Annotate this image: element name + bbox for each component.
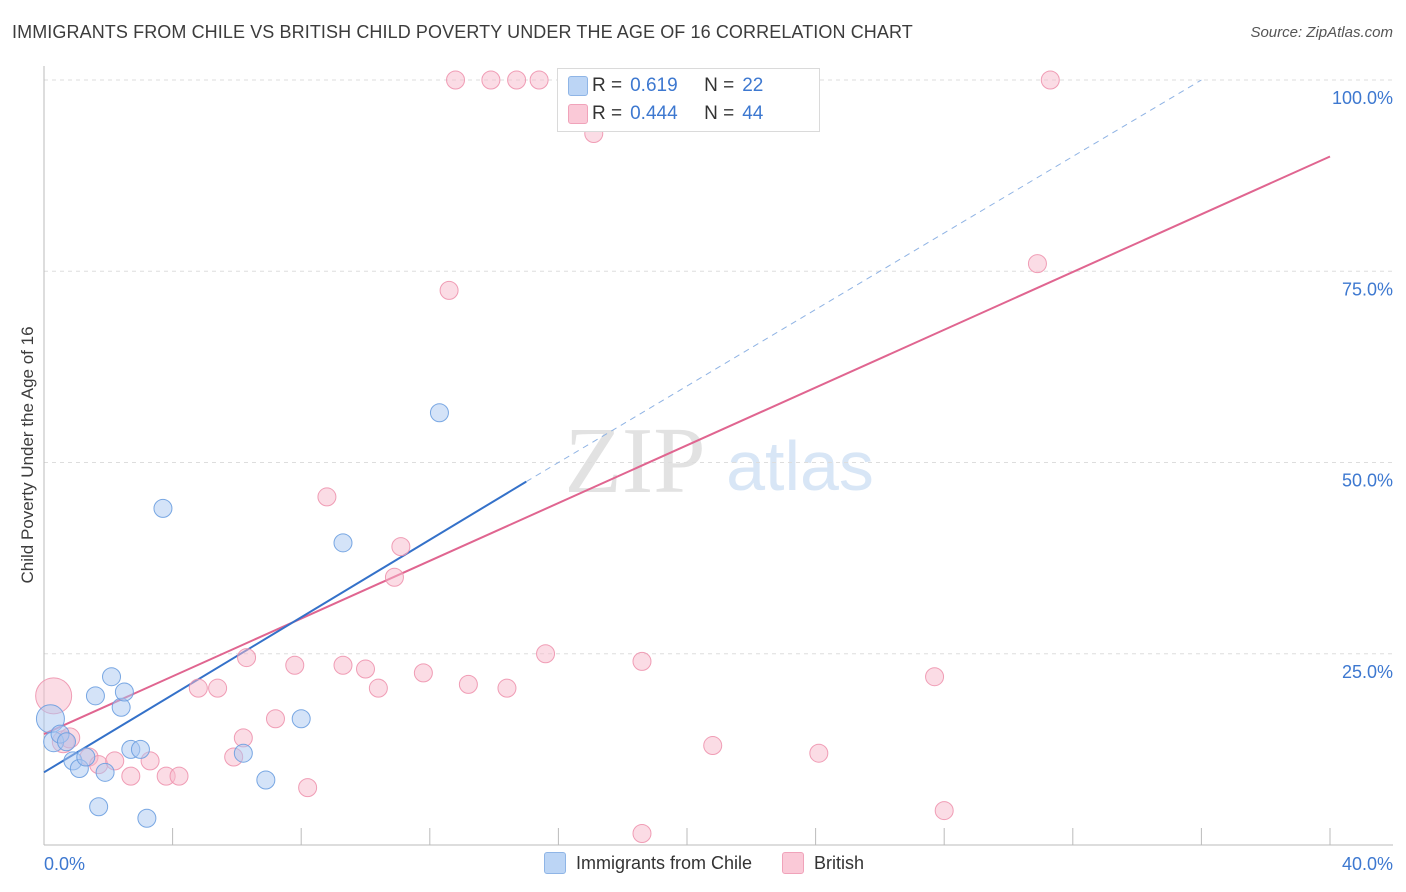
british-point: [1040, 70, 1060, 90]
british-point: [529, 70, 549, 90]
y-tick-label: 75.0%: [1342, 279, 1393, 299]
british-point: [391, 537, 411, 557]
chile-point: [429, 403, 449, 423]
data-points: [35, 70, 1060, 844]
y-tick-label: 100.0%: [1332, 88, 1393, 108]
chart-title: IMMIGRANTS FROM CHILE VS BRITISH CHILD P…: [12, 22, 913, 42]
british-point: [169, 766, 189, 786]
british-point: [536, 644, 556, 664]
british-point: [1027, 254, 1047, 274]
british-point: [497, 678, 517, 698]
british-point: [265, 709, 285, 729]
british-point: [368, 678, 388, 698]
watermark: ZIP atlas: [565, 409, 874, 513]
british-point: [703, 736, 723, 756]
british-point: [458, 674, 478, 694]
british-point: [384, 567, 404, 587]
legend-row-british: R = 0.444 N = 44: [568, 103, 764, 125]
british-point: [809, 743, 829, 763]
stats-legend: R = 0.619 N = 22 R = 0.444 N = 44: [557, 68, 820, 132]
series-legend: Immigrants from Chile British: [544, 852, 894, 874]
legend-swatch-chile: [568, 76, 588, 96]
legend-n-label: N =: [704, 75, 735, 96]
watermark-atlas: atlas: [726, 427, 874, 505]
chile-point: [233, 743, 253, 763]
british-point: [481, 70, 501, 90]
axes: [43, 66, 1393, 846]
legend-r-value-chile: 0.619: [630, 75, 678, 96]
british-point: [317, 487, 337, 507]
legend-item-chile[interactable]: Immigrants from Chile: [544, 852, 752, 874]
source-label: Source: ZipAtlas.com: [1250, 24, 1393, 41]
british-point: [925, 667, 945, 687]
chile-point: [153, 498, 173, 518]
legend-label-british: British: [814, 852, 865, 873]
legend-n-value-british: 44: [742, 103, 764, 124]
chile-point: [102, 667, 122, 687]
british-point: [237, 648, 257, 668]
legend-n-label: N =: [704, 103, 735, 124]
british-point: [188, 678, 208, 698]
watermark-zip: ZIP: [565, 409, 706, 513]
legend-item-british[interactable]: British: [782, 852, 864, 874]
british-point: [208, 678, 228, 698]
trend-lines: [43, 79, 1331, 774]
chile-point: [114, 682, 134, 702]
british-point: [446, 70, 466, 90]
legend-n-value-chile: 22: [742, 75, 764, 96]
british-point: [356, 659, 375, 679]
chile-point: [85, 686, 105, 706]
y-tick-label: 25.0%: [1342, 662, 1393, 682]
legend-r-value-british: 0.444: [630, 103, 678, 124]
british-point: [632, 824, 652, 844]
british-point: [507, 70, 527, 90]
british-point: [934, 801, 954, 821]
british-point: [298, 778, 318, 798]
chile-point: [111, 697, 131, 717]
chile-point: [95, 762, 115, 782]
chile-point: [333, 533, 353, 553]
x-tick-label: 0.0%: [44, 854, 85, 874]
legend-swatch-british: [568, 104, 588, 124]
legend-label-chile: Immigrants from Chile: [576, 852, 753, 873]
british-point: [121, 766, 141, 786]
legend-swatch-british: [782, 852, 805, 874]
british-point: [333, 655, 353, 675]
legend-swatch-chile: [544, 852, 566, 874]
chile-point: [256, 770, 276, 790]
y-tick-label: 50.0%: [1342, 471, 1393, 491]
british-point: [413, 663, 433, 683]
legend-row-chile: R = 0.619 N = 22: [568, 75, 764, 97]
legend-r-label: R =: [592, 103, 623, 124]
chile-point: [89, 797, 109, 817]
chile-point: [137, 808, 157, 828]
british-point: [285, 655, 305, 675]
y-tick-labels: 25.0% 50.0% 75.0% 100.0%: [1332, 88, 1393, 682]
chile-trend-line: [43, 480, 527, 774]
british-trend-line: [43, 155, 1331, 735]
british-point: [632, 651, 652, 671]
chile-trend-extension: [525, 79, 1202, 483]
legend-r-label: R =: [592, 75, 623, 96]
chile-point: [76, 747, 96, 767]
x-tick-labels: 0.0% 40.0%: [44, 854, 1393, 874]
x-tick-label: 40.0%: [1342, 854, 1393, 874]
chile-point: [57, 732, 77, 752]
chile-point: [130, 739, 150, 759]
chile-point: [291, 709, 311, 729]
british-point: [439, 280, 459, 300]
